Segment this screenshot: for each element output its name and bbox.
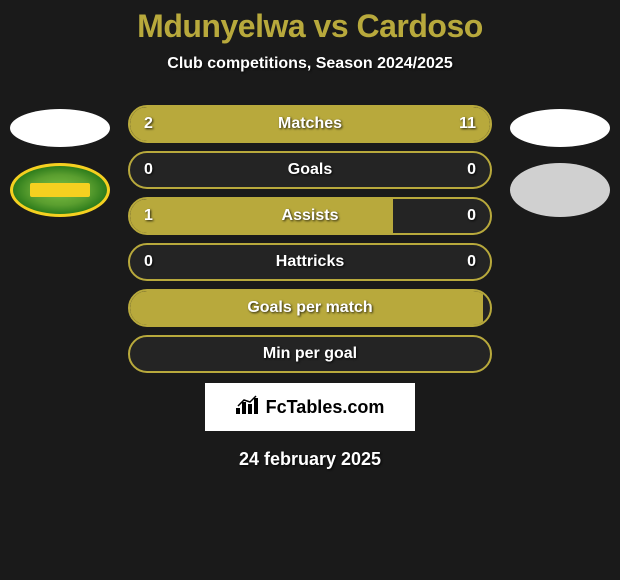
stat-row: 0 0 Hattricks xyxy=(128,243,492,281)
stat-label: Hattricks xyxy=(276,253,344,271)
stat-bar-left xyxy=(130,107,195,141)
stat-value-left: 0 xyxy=(144,253,153,271)
stat-label: Goals xyxy=(288,161,332,179)
stat-label: Assists xyxy=(282,207,339,225)
stat-value-right: 0 xyxy=(467,253,476,271)
stat-value-left: 1 xyxy=(144,207,153,225)
player-left-avatar xyxy=(10,109,110,147)
left-player-column xyxy=(0,105,120,373)
stat-bar-right xyxy=(195,107,490,141)
date-label: 24 february 2025 xyxy=(239,449,381,470)
chart-area: 2 11 Matches 0 0 Goals 1 0 Assists 0 0 Hattricks Goa… xyxy=(0,105,620,373)
stat-value-right: 0 xyxy=(467,207,476,225)
stat-row: 2 11 Matches xyxy=(128,105,492,143)
stat-value-left: 0 xyxy=(144,161,153,179)
stat-label: Min per goal xyxy=(263,345,357,363)
comparison-container: Mdunyelwa vs Cardoso Club competitions, … xyxy=(0,0,620,580)
player-right-avatar xyxy=(510,109,610,147)
stat-bar-left xyxy=(130,199,393,233)
stat-row: 0 0 Goals xyxy=(128,151,492,189)
stat-value-right: 0 xyxy=(467,161,476,179)
player-right-club-badge xyxy=(510,163,610,217)
page-subtitle: Club competitions, Season 2024/2025 xyxy=(167,55,452,73)
stat-value-left: 2 xyxy=(144,115,153,133)
stats-bars: 2 11 Matches 0 0 Goals 1 0 Assists 0 0 Hattricks Goa… xyxy=(120,105,500,373)
stat-row: Min per goal xyxy=(128,335,492,373)
stat-label: Goals per match xyxy=(247,299,372,317)
source-logo[interactable]: FcTables.com xyxy=(205,383,415,431)
page-title: Mdunyelwa vs Cardoso xyxy=(137,8,483,45)
stat-value-right: 11 xyxy=(459,115,476,133)
stat-label: Matches xyxy=(278,115,342,133)
stat-row: 1 0 Assists xyxy=(128,197,492,235)
source-logo-text: FcTables.com xyxy=(266,397,385,418)
right-player-column xyxy=(500,105,620,373)
stat-row: Goals per match xyxy=(128,289,492,327)
bar-chart-icon xyxy=(236,394,260,420)
player-left-club-badge xyxy=(10,163,110,217)
